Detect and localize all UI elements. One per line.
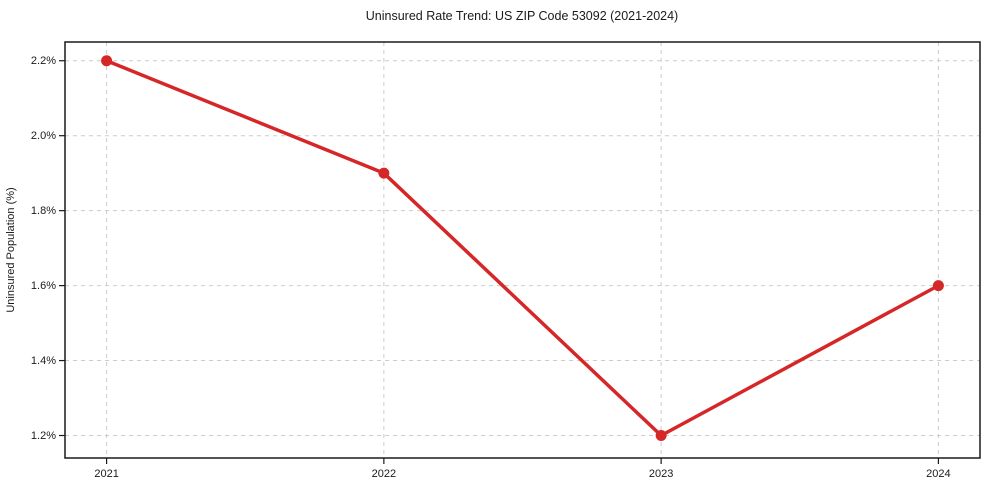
plot-border <box>64 41 981 459</box>
y-tick-label: 2.0% <box>31 130 56 142</box>
trend-line <box>104 58 941 438</box>
data-point-2021 <box>101 55 113 67</box>
data-point-2022 <box>378 167 390 179</box>
y-axis-label: Uninsured Population (%) <box>5 187 17 312</box>
y-tick-label: 1.6% <box>31 280 56 292</box>
data-point-2023 <box>655 430 667 442</box>
x-tick-label: 2023 <box>649 468 673 480</box>
y-tick-label: 1.2% <box>31 430 56 442</box>
y-tick-label: 1.4% <box>31 355 56 367</box>
y-tick-label: 2.2% <box>31 55 56 67</box>
chart-title: Uninsured Rate Trend: US ZIP Code 53092 … <box>366 9 678 23</box>
plot-group: 1.2% 1.4% 1.6% 1.8% 2.0% 2.2% 2021 2022 2023 2024 <box>31 41 981 480</box>
x-tick-label: 2022 <box>372 468 396 480</box>
data-point-2024 <box>932 280 944 292</box>
y-tick-label: 1.8% <box>31 205 56 217</box>
x-tick-label: 2021 <box>94 468 118 480</box>
x-tick-label: 2024 <box>926 468 950 480</box>
